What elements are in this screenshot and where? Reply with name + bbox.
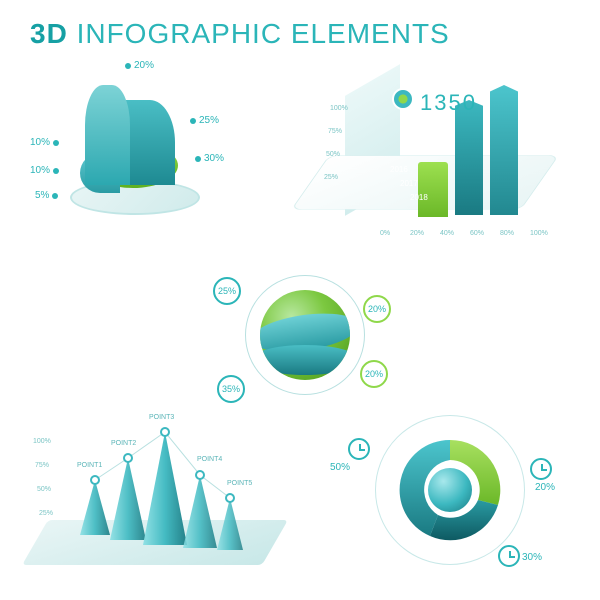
bar (418, 162, 448, 217)
sphere (260, 290, 350, 380)
isometric-bar-chart: 1350 100% 75% 50% 25% 2016 2017 2018 0% … (290, 70, 570, 245)
dot-icon (53, 168, 59, 174)
axis-tick: 60% (470, 230, 484, 237)
pie-label: 30% (195, 153, 224, 164)
point-label: POINT3 (149, 414, 174, 421)
axis-tick: 25% (324, 174, 338, 181)
sphere-chart: 25% 20% 35% 20% (215, 265, 390, 415)
donut-label: 20% (535, 482, 555, 493)
axis-tick: 100% (330, 105, 348, 112)
dot-icon (190, 118, 196, 124)
donut-label: 30% (522, 552, 542, 563)
title-prefix: 3D (30, 18, 68, 49)
clock-icon (498, 545, 520, 567)
axis-tick: 40% (440, 230, 454, 237)
point-dot (225, 493, 235, 503)
cone-chart: POINT1 POINT2 POINT3 POINT4 POINT5 100% … (25, 400, 290, 570)
sphere-label: 20% (363, 295, 391, 323)
point-dot (123, 453, 133, 463)
display-value: 1350 (420, 90, 477, 116)
pie-label: 5% (35, 190, 58, 201)
donut-center (428, 468, 472, 512)
axis-tick: 100% (530, 230, 548, 237)
point-dot (160, 427, 170, 437)
axis-tick: 100% (33, 438, 51, 445)
donut-label: 50% (330, 462, 350, 473)
bar (490, 85, 518, 215)
point-dot (90, 475, 100, 485)
point-label: POINT4 (197, 456, 222, 463)
pie-label: 10% (30, 137, 59, 148)
page-title: 3D INFOGRAPHIC ELEMENTS (30, 18, 450, 50)
clock-icon (348, 438, 370, 460)
dot-icon (52, 193, 58, 199)
axis-tick: 75% (328, 128, 342, 135)
sphere-band (260, 345, 350, 375)
clock-icon (530, 458, 552, 480)
sphere-label: 35% (217, 375, 245, 403)
pie-label: 10% (30, 165, 59, 176)
sphere-label: 25% (213, 277, 241, 305)
year-label: 2016 (390, 165, 408, 174)
point-label: POINT2 (111, 440, 136, 447)
bar (455, 100, 483, 215)
axis-tick: 20% (410, 230, 424, 237)
donut-chart: 50% 20% 30% (330, 400, 565, 575)
spiral-pie-chart: 20% 25% 30% 5% 10% 10% (30, 65, 240, 230)
point-label: POINT1 (77, 462, 102, 469)
dot-icon (125, 63, 131, 69)
year-label: 2017 (400, 179, 418, 188)
gear-icon (392, 88, 414, 110)
axis-tick: 0% (380, 230, 390, 237)
pie-label: 25% (190, 115, 219, 126)
axis-tick: 25% (39, 510, 53, 517)
axis-tick: 75% (35, 462, 49, 469)
pie-slice (125, 100, 175, 185)
pie-label: 20% (125, 60, 154, 71)
axis-tick: 80% (500, 230, 514, 237)
point-dot (195, 470, 205, 480)
pie-slice (85, 85, 130, 185)
dot-icon (53, 140, 59, 146)
axis-tick: 50% (37, 486, 51, 493)
axis-tick: 50% (326, 151, 340, 158)
title-rest: INFOGRAPHIC ELEMENTS (77, 18, 450, 49)
point-label: POINT5 (227, 480, 252, 487)
sphere-label: 20% (360, 360, 388, 388)
year-label: 2018 (410, 193, 428, 202)
dot-icon (195, 156, 201, 162)
